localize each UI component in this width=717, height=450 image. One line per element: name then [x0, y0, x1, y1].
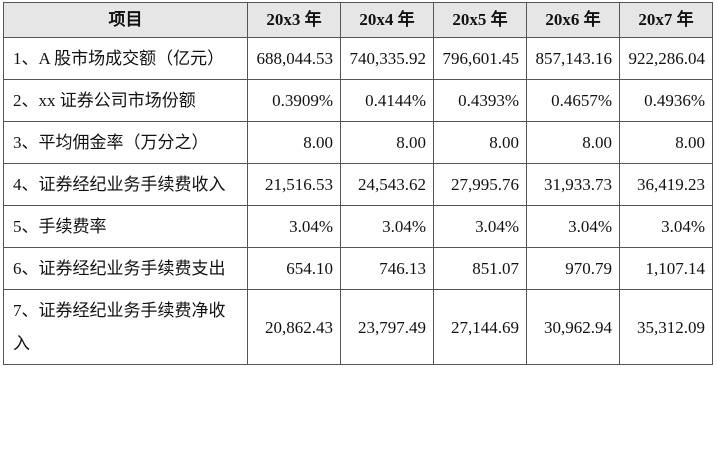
header-cell: 20x4 年: [340, 2, 434, 38]
row-label: 6、证券经纪业务手续费支出: [3, 247, 248, 290]
row-label: 3、平均佣金率（万分之）: [3, 121, 248, 164]
row-label: 7、证券经纪业务手续费净收入: [3, 289, 248, 365]
table-row: 3、平均佣金率（万分之） 8.00 8.00 8.00 8.00 8.00: [3, 121, 713, 164]
value-cell: 922,286.04: [619, 37, 713, 80]
header-cell: 20x5 年: [433, 2, 527, 38]
table-row: 6、证券经纪业务手续费支出 654.10 746.13 851.07 970.79 1,1…: [3, 247, 713, 290]
header-row: 项目 20x3 年 20x4 年 20x5 年 20x6 年 20x7 年: [3, 2, 713, 38]
value-cell: 8.00: [247, 121, 341, 164]
header-cell: 20x6 年: [526, 2, 620, 38]
value-cell: 740,335.92: [340, 37, 434, 80]
value-cell: 3.04%: [340, 205, 434, 248]
row-label: 4、证券经纪业务手续费收入: [3, 163, 248, 206]
row-label: 2、xx 证券公司市场份额: [3, 79, 248, 122]
value-cell: 21,516.53: [247, 163, 341, 206]
table-body: 1、A 股市场成交额（亿元） 688,044.53 740,335.92 796,60…: [3, 37, 713, 365]
value-cell: 1,107.14: [619, 247, 713, 290]
value-cell: 0.4393%: [433, 79, 527, 122]
value-cell: 27,144.69: [433, 289, 527, 365]
value-cell: 857,143.16: [526, 37, 620, 80]
table-row: 1、A 股市场成交额（亿元） 688,044.53 740,335.92 796,60…: [3, 37, 713, 80]
value-cell: 35,312.09: [619, 289, 713, 365]
header-cell: 20x3 年: [247, 2, 341, 38]
value-cell: 8.00: [619, 121, 713, 164]
value-cell: 23,797.49: [340, 289, 434, 365]
value-cell: 0.3909%: [247, 79, 341, 122]
table-row: 5、手续费率 3.04% 3.04% 3.04% 3.04% 3.04%: [3, 205, 713, 248]
value-cell: 30,962.94: [526, 289, 620, 365]
table-row: 7、证券经纪业务手续费净收入 20,862.43 23,797.49 27,144.6…: [3, 289, 713, 365]
table-row: 2、xx 证券公司市场份额 0.3909% 0.4144% 0.4393% 0.4657…: [3, 79, 713, 122]
value-cell: 8.00: [340, 121, 434, 164]
value-cell: 851.07: [433, 247, 527, 290]
value-cell: 654.10: [247, 247, 341, 290]
value-cell: 0.4144%: [340, 79, 434, 122]
data-table: 项目 20x3 年 20x4 年 20x5 年 20x6 年 20x7 年 1、A 股市场…: [3, 2, 713, 365]
value-cell: 3.04%: [247, 205, 341, 248]
value-cell: 3.04%: [526, 205, 620, 248]
value-cell: 796,601.45: [433, 37, 527, 80]
value-cell: 8.00: [526, 121, 620, 164]
value-cell: 3.04%: [433, 205, 527, 248]
value-cell: 24,543.62: [340, 163, 434, 206]
value-cell: 20,862.43: [247, 289, 341, 365]
header-cell: 项目: [3, 2, 248, 38]
value-cell: 8.00: [433, 121, 527, 164]
value-cell: 36,419.23: [619, 163, 713, 206]
value-cell: 970.79: [526, 247, 620, 290]
value-cell: 688,044.53: [247, 37, 341, 80]
value-cell: 0.4657%: [526, 79, 620, 122]
value-cell: 0.4936%: [619, 79, 713, 122]
row-label: 1、A 股市场成交额（亿元）: [3, 37, 248, 80]
value-cell: 746.13: [340, 247, 434, 290]
value-cell: 3.04%: [619, 205, 713, 248]
value-cell: 27,995.76: [433, 163, 527, 206]
value-cell: 31,933.73: [526, 163, 620, 206]
header-cell: 20x7 年: [619, 2, 713, 38]
table-row: 4、证券经纪业务手续费收入 21,516.53 24,543.62 27,995.76…: [3, 163, 713, 206]
row-label: 5、手续费率: [3, 205, 248, 248]
